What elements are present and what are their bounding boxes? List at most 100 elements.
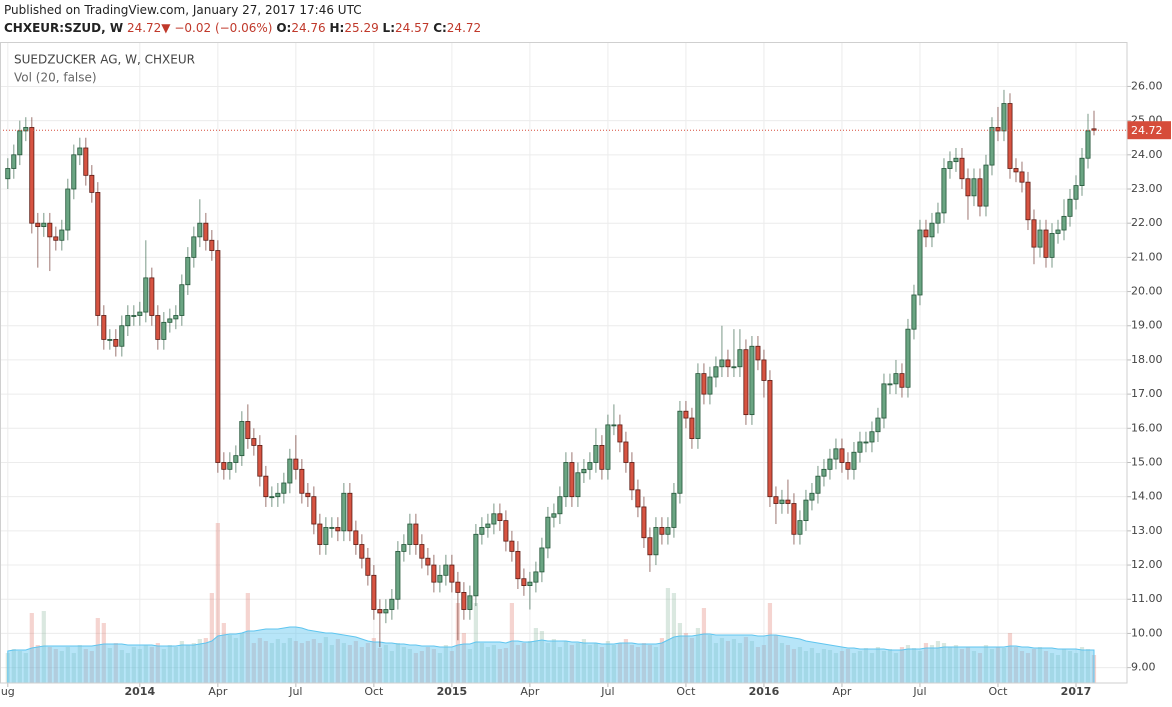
volume-bar xyxy=(77,645,82,683)
volume-bar xyxy=(725,641,731,683)
candle-body xyxy=(671,492,677,528)
candle-body xyxy=(737,349,743,368)
candle-body xyxy=(563,462,569,498)
candle-body xyxy=(515,550,521,580)
volume-bar xyxy=(119,650,124,683)
volume-bar xyxy=(221,623,226,683)
volume-bar xyxy=(209,593,214,683)
candle-body xyxy=(419,544,425,559)
volume-label: Vol (20, false) xyxy=(14,71,97,85)
volume-bar xyxy=(131,647,136,683)
candle-body xyxy=(995,127,1001,132)
volume-bar xyxy=(545,643,550,683)
y-tick-label: 23.00 xyxy=(1131,182,1163,195)
candle-body xyxy=(299,468,305,494)
candle-body xyxy=(785,499,791,504)
volume-bar xyxy=(947,647,953,683)
candle-body xyxy=(485,523,491,528)
volume-bar xyxy=(1049,653,1055,683)
volume-bar xyxy=(227,635,232,683)
volume-ma-area xyxy=(7,626,1095,683)
volume-bar xyxy=(167,645,172,683)
x-tick-label: 2014 xyxy=(125,685,156,698)
volume-bar xyxy=(563,641,569,683)
volume-bar xyxy=(323,637,328,683)
candle-body xyxy=(5,168,11,180)
x-tick-label: Apr xyxy=(208,685,228,698)
volume-bar xyxy=(857,651,863,683)
volume-bar xyxy=(1037,647,1043,683)
candle-body xyxy=(431,564,437,583)
candle-body xyxy=(1001,103,1007,132)
candle-body xyxy=(965,178,971,197)
volume-bar xyxy=(989,649,995,683)
volume-bar xyxy=(383,645,388,683)
candle-body xyxy=(47,222,53,238)
volume-bar xyxy=(929,645,935,683)
volume-bar xyxy=(41,611,46,683)
volume-bar xyxy=(203,638,208,683)
candle-body xyxy=(209,239,215,251)
candle-body xyxy=(155,315,161,340)
candle-body xyxy=(203,222,209,241)
volume-bar xyxy=(899,647,905,683)
candle-body xyxy=(683,410,689,419)
volume-bar xyxy=(365,643,370,683)
volume-bar xyxy=(497,649,502,683)
volume-bar xyxy=(257,638,262,683)
volume-bar xyxy=(143,645,148,683)
y-tick-label: 24.00 xyxy=(1131,148,1163,161)
candle-body xyxy=(893,373,899,385)
volume-bar xyxy=(17,651,22,683)
candle-body xyxy=(1049,233,1055,258)
chart-title: SUEDZUCKER AG, W, CHXEUR xyxy=(14,53,195,67)
candle-body xyxy=(665,527,671,535)
volume-bar xyxy=(773,635,779,683)
candle-body xyxy=(335,527,341,532)
volume-bar xyxy=(59,651,64,683)
ohlc-value: 24.72 xyxy=(446,21,482,35)
candle-body xyxy=(857,441,863,453)
y-tick-label: 20.00 xyxy=(1131,285,1163,298)
volume-bar xyxy=(245,593,250,683)
volume-bar xyxy=(953,645,959,683)
volume-bar xyxy=(557,647,562,683)
volume-bar xyxy=(65,647,70,683)
candle-body xyxy=(869,431,875,443)
volume-bar xyxy=(689,638,695,683)
change: −0.02 (−0.06%) xyxy=(174,21,273,35)
candle-body xyxy=(131,315,137,317)
candle-body xyxy=(593,445,599,463)
x-tick-label: Apr xyxy=(520,685,540,698)
volume-bar xyxy=(893,653,899,683)
volume-bar xyxy=(845,649,851,683)
candle-body xyxy=(35,222,41,228)
candle-body xyxy=(749,345,755,416)
volume-bar xyxy=(473,603,478,683)
volume-bar xyxy=(659,638,665,683)
candle-body xyxy=(557,496,563,515)
candle-body xyxy=(755,345,761,361)
candle-body xyxy=(269,496,275,499)
candle-body xyxy=(359,544,365,559)
arrow: ▼ xyxy=(161,21,171,35)
y-tick-label: 26.00 xyxy=(1131,79,1163,92)
candle-body xyxy=(647,537,653,556)
candle-body xyxy=(875,417,881,433)
y-tick-label: 15.00 xyxy=(1131,455,1163,468)
x-tick-label: Oct xyxy=(364,685,384,698)
candle-body xyxy=(761,359,767,381)
volume-bar xyxy=(623,639,629,683)
volume-bar xyxy=(341,643,346,683)
candle-body xyxy=(527,581,533,586)
ohlc-value: 24.76 xyxy=(291,21,326,35)
candle-body xyxy=(959,157,965,180)
volume-bar xyxy=(95,618,100,683)
volume-bar xyxy=(251,643,256,683)
volume-bar xyxy=(491,645,496,683)
candle-body xyxy=(83,147,89,176)
volume-bar xyxy=(677,623,683,683)
candle-body xyxy=(377,609,383,614)
candle-body xyxy=(179,284,185,316)
